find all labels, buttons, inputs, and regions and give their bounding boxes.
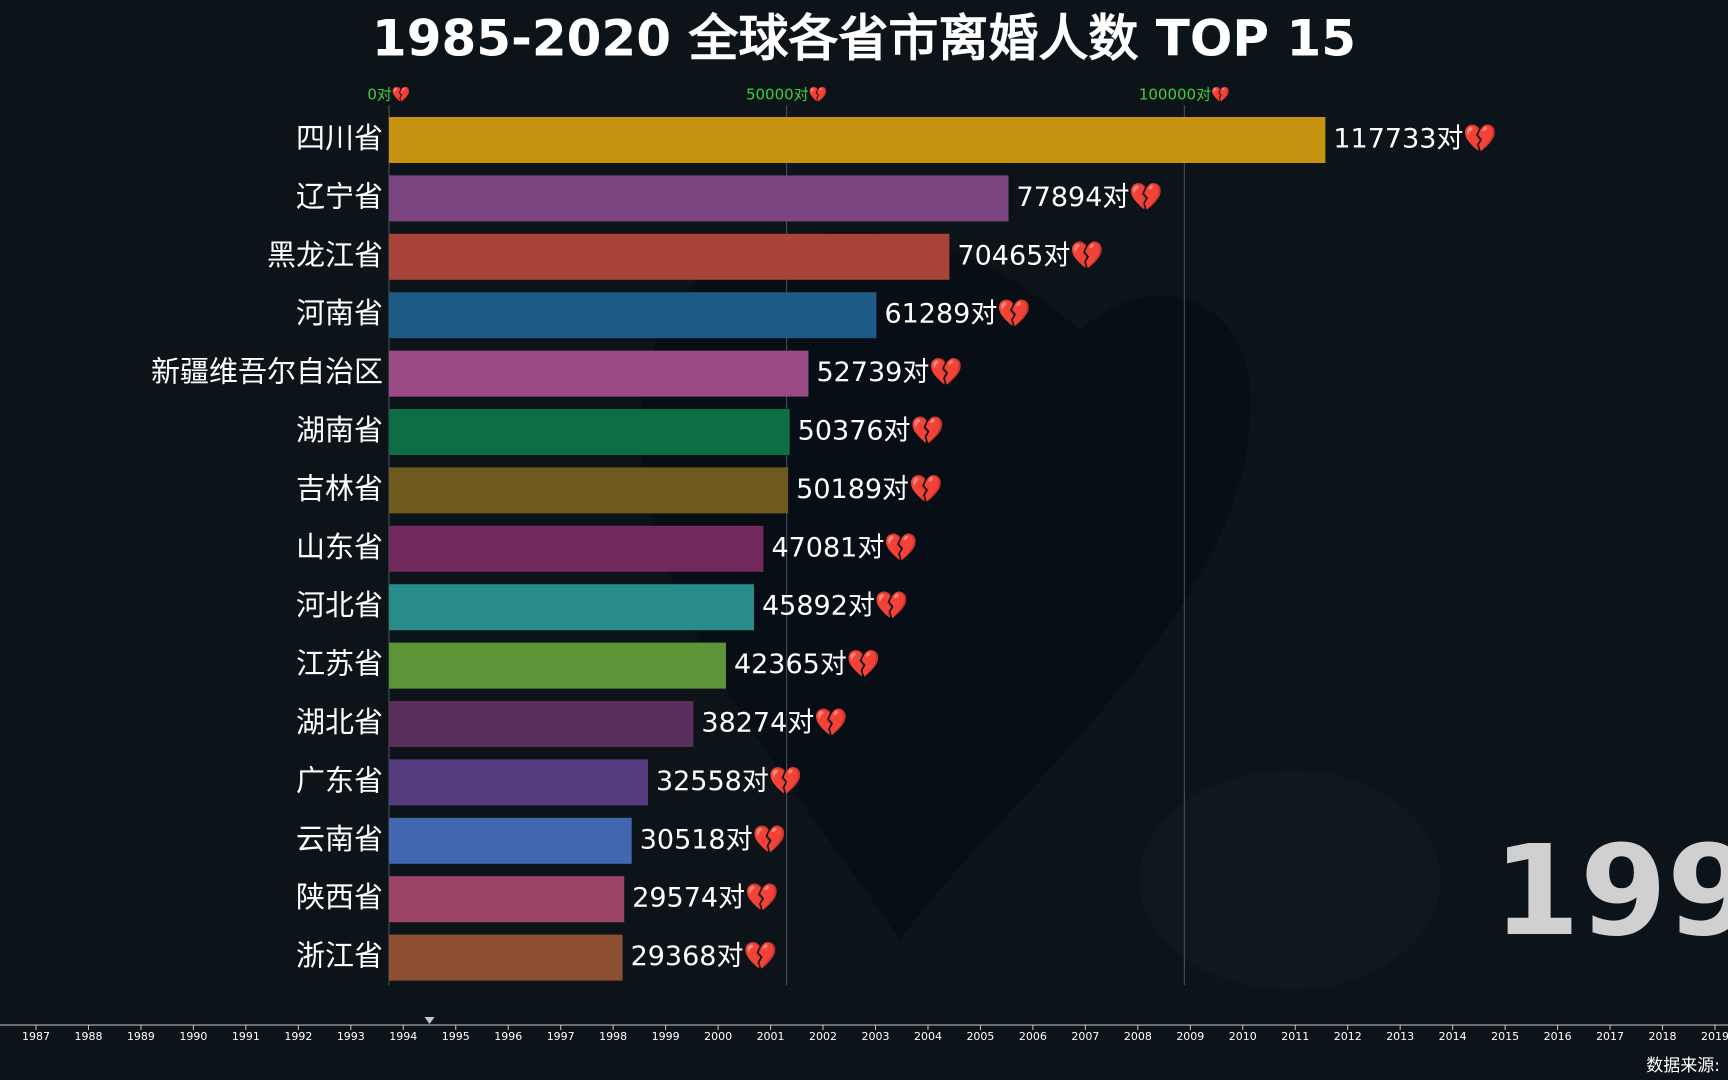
bar xyxy=(389,292,877,339)
bar xyxy=(389,175,1009,222)
category-label: 湖北省 xyxy=(296,705,383,739)
category-label: 湖南省 xyxy=(296,413,383,447)
chart-title: 1985-2020 全球各省市离婚人数 TOP 15 xyxy=(372,10,1356,68)
x-tick-label: 50000对💔 xyxy=(746,86,828,104)
timeline-tick-label: 2008 xyxy=(1124,1030,1152,1043)
bar xyxy=(389,701,694,747)
timeline-tick-label: 2000 xyxy=(704,1030,732,1043)
value-label: 77894对💔 xyxy=(1017,182,1164,213)
timeline-tick-label: 2005 xyxy=(966,1030,994,1043)
timeline-tick-label: 1987 xyxy=(22,1030,50,1043)
value-label: 45892对💔 xyxy=(762,591,909,622)
value-label: 47081对💔 xyxy=(771,532,918,563)
value-label: 50189对💔 xyxy=(796,474,943,505)
current-year: 199 xyxy=(1493,819,1728,964)
source-label: 数据来源: xyxy=(1646,1056,1720,1076)
timeline-tick-label: 1992 xyxy=(284,1030,312,1043)
timeline-pointer xyxy=(424,1017,435,1024)
bar xyxy=(389,817,632,864)
timeline-tick-label: 1990 xyxy=(179,1030,207,1043)
timeline-tick-label: 1988 xyxy=(74,1030,102,1043)
background-figure xyxy=(1140,770,1440,990)
timeline-tick-label: 2017 xyxy=(1596,1030,1624,1043)
bar xyxy=(389,409,790,455)
timeline-tick-label: 1994 xyxy=(389,1030,417,1043)
timeline-tick-label: 2015 xyxy=(1491,1030,1519,1043)
background-heart xyxy=(640,231,1251,940)
timeline-tick-label: 1991 xyxy=(232,1030,260,1043)
timeline-tick-label: 2009 xyxy=(1176,1030,1204,1043)
category-label: 山东省 xyxy=(296,530,383,564)
timeline-tick-label: 2012 xyxy=(1334,1030,1362,1043)
value-label: 70465对💔 xyxy=(957,240,1104,271)
bar xyxy=(389,876,625,923)
bar xyxy=(389,525,764,572)
bar xyxy=(389,934,623,981)
timeline-tick-label: 1999 xyxy=(652,1030,680,1043)
timeline-tick-label: 2013 xyxy=(1386,1030,1414,1043)
timeline-tick-label: 2019 xyxy=(1701,1030,1728,1043)
timeline-tick-label: 1993 xyxy=(337,1030,365,1043)
bar xyxy=(389,642,726,689)
timeline-tick-label: 2014 xyxy=(1439,1030,1467,1043)
bar xyxy=(389,233,950,280)
timeline-tick-label: 2004 xyxy=(914,1030,942,1043)
value-label: 38274对💔 xyxy=(701,708,848,739)
bar xyxy=(389,467,789,514)
x-tick-label: 0对💔 xyxy=(367,86,411,104)
timeline-tick-label: 2016 xyxy=(1544,1030,1572,1043)
value-label: 50376对💔 xyxy=(798,416,945,447)
bar xyxy=(389,117,1326,163)
value-label: 117733对💔 xyxy=(1333,124,1497,155)
value-label: 42365对💔 xyxy=(734,649,881,680)
category-label: 广东省 xyxy=(296,763,383,797)
category-label: 辽宁省 xyxy=(296,179,383,213)
value-label: 61289对💔 xyxy=(884,299,1031,330)
bar xyxy=(389,350,809,397)
timeline-tick-label: 2007 xyxy=(1071,1030,1099,1043)
timeline-tick-label: 2001 xyxy=(757,1030,785,1043)
category-label: 云南省 xyxy=(296,822,383,856)
category-label: 吉林省 xyxy=(296,471,383,505)
category-label: 河北省 xyxy=(296,588,383,622)
timeline-tick-label: 2003 xyxy=(862,1030,890,1043)
value-label: 32558对💔 xyxy=(656,766,803,797)
timeline-tick-label: 1998 xyxy=(599,1030,627,1043)
timeline-tick-label: 1989 xyxy=(127,1030,155,1043)
category-label: 陕西省 xyxy=(296,880,383,914)
timeline-tick-label: 2002 xyxy=(809,1030,837,1043)
category-label: 河南省 xyxy=(296,296,383,330)
value-label: 29368对💔 xyxy=(631,941,778,972)
timeline-tick-label: 1995 xyxy=(442,1030,470,1043)
timeline-tick-label: 2018 xyxy=(1649,1030,1677,1043)
bar xyxy=(389,584,754,631)
timeline-tick-label: 1997 xyxy=(547,1030,575,1043)
category-label: 新疆维吾尔自治区 xyxy=(151,355,383,389)
timeline-tick-label: 2011 xyxy=(1281,1030,1309,1043)
bar xyxy=(389,759,648,806)
category-label: 浙江省 xyxy=(296,939,383,973)
value-label: 30518对💔 xyxy=(640,824,787,855)
category-label: 四川省 xyxy=(296,121,383,155)
category-label: 江苏省 xyxy=(296,647,383,681)
timeline-tick-label: 1996 xyxy=(494,1030,522,1043)
category-label: 黑龙江省 xyxy=(267,238,383,272)
timeline-tick-label: 2006 xyxy=(1019,1030,1047,1043)
x-tick-label: 100000对💔 xyxy=(1139,86,1230,104)
value-label: 52739对💔 xyxy=(816,357,963,388)
timeline-tick-label: 2010 xyxy=(1229,1030,1257,1043)
value-label: 29574对💔 xyxy=(632,883,779,914)
